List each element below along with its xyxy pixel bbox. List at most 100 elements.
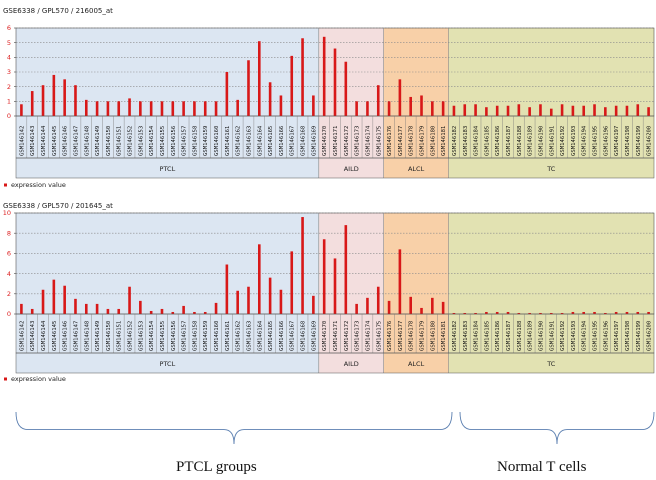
x-tick-label: GSM146180 bbox=[430, 126, 436, 156]
group-row bbox=[15, 352, 655, 374]
chart-1: GSE6338 / GPL570 / 216005_at 0 1 2 3 4 5 6 GSM14… bbox=[3, 7, 655, 189]
bar-GSM146179 bbox=[420, 307, 423, 314]
x-tick-label: GSM146176 bbox=[387, 126, 393, 156]
y-tick-label: 6 bbox=[7, 24, 11, 32]
x-tick-label: GSM146178 bbox=[409, 320, 415, 351]
x-tick-label: GSM146178 bbox=[409, 125, 415, 156]
bar-GSM146142 bbox=[20, 104, 23, 116]
bar-GSM146143 bbox=[30, 308, 34, 314]
x-tick-label: GSM146163 bbox=[246, 126, 252, 156]
x-tick-label: GSM146142 bbox=[19, 321, 25, 351]
x-tick-label: GSM146182 bbox=[452, 321, 458, 351]
bar-GSM146164 bbox=[258, 244, 261, 314]
x-tick-label: GSM146173 bbox=[355, 126, 361, 156]
bar-GSM146173 bbox=[355, 101, 358, 116]
x-tick-label: GSM146164 bbox=[257, 125, 263, 156]
bar-GSM146187 bbox=[506, 311, 510, 314]
x-tick-label: GSM146155 bbox=[160, 321, 166, 351]
x-tick-label: GSM146198 bbox=[625, 320, 631, 351]
x-tick-label: GSM146160 bbox=[214, 126, 220, 156]
bar-GSM146183 bbox=[463, 312, 467, 314]
bar-GSM146172 bbox=[344, 61, 348, 116]
x-tick-label: GSM146191 bbox=[549, 321, 555, 351]
chart-title: GSE6338 / GPL570 / 216005_at bbox=[3, 7, 113, 15]
x-tick-label: GSM146161 bbox=[225, 321, 231, 351]
x-tick-label: GSM146186 bbox=[495, 126, 501, 156]
x-tick-label: GSM146157 bbox=[182, 126, 188, 156]
x-tick-label: GSM146199 bbox=[636, 126, 642, 156]
y-tick-label: 3 bbox=[7, 68, 11, 76]
bar-GSM146156 bbox=[171, 311, 175, 314]
chart-2: GSE6338 / GPL570 / 201645_at 0 2 4 6 8 10 GSM14… bbox=[3, 202, 655, 383]
bar-GSM146198 bbox=[625, 105, 629, 116]
bar-GSM146195 bbox=[593, 311, 596, 314]
y-tick-label: 6 bbox=[7, 250, 11, 258]
x-tick-label: GSM146187 bbox=[506, 321, 512, 351]
x-tick-label: GSM146145 bbox=[52, 321, 58, 351]
bar-GSM146191 bbox=[549, 108, 553, 116]
bar-GSM146151 bbox=[117, 101, 121, 116]
bar-GSM146196 bbox=[604, 312, 607, 314]
x-tick-label: GSM146180 bbox=[430, 321, 436, 351]
bar-GSM146186 bbox=[495, 311, 499, 314]
bar-GSM146150 bbox=[106, 101, 110, 116]
y-tick-label: 5 bbox=[7, 39, 11, 47]
bar-GSM146186 bbox=[495, 105, 499, 116]
x-tick-label: GSM146166 bbox=[279, 126, 285, 156]
bar-GSM146177 bbox=[398, 249, 402, 314]
bar-GSM146182 bbox=[452, 312, 456, 314]
x-tick-label: GSM146184 bbox=[474, 125, 480, 156]
x-tick-label: GSM146169 bbox=[311, 321, 317, 351]
bar-GSM146181 bbox=[441, 101, 445, 116]
x-tick-label: GSM146168 bbox=[301, 125, 307, 156]
bar-GSM146189 bbox=[528, 312, 531, 314]
bar-GSM146158 bbox=[193, 311, 196, 314]
bar-GSM146159 bbox=[203, 101, 207, 116]
x-tick-label: GSM146152 bbox=[128, 321, 134, 351]
bar-GSM146143 bbox=[30, 91, 34, 116]
x-tick-label: GSM146190 bbox=[538, 321, 544, 351]
x-tick-label: GSM146156 bbox=[171, 321, 177, 351]
group-label-aild: AILD bbox=[344, 360, 359, 368]
group-row bbox=[15, 157, 655, 179]
bar-GSM146196 bbox=[604, 107, 607, 116]
bar-GSM146169 bbox=[312, 295, 315, 314]
bar-GSM146160 bbox=[214, 101, 218, 116]
bar-GSM146161 bbox=[225, 72, 229, 116]
legend-swatch bbox=[4, 377, 7, 381]
bar-GSM146182 bbox=[452, 105, 456, 116]
x-tick-label: GSM146151 bbox=[117, 321, 123, 351]
x-tick-label: GSM146185 bbox=[484, 126, 490, 156]
bar-GSM146165 bbox=[268, 277, 272, 314]
normal-t-cells-label: Normal T cells bbox=[497, 459, 587, 475]
x-tick-label: GSM146194 bbox=[582, 125, 588, 156]
x-tick-label: GSM146182 bbox=[452, 126, 458, 156]
x-tick-label: GSM146152 bbox=[128, 126, 134, 156]
bar-GSM146159 bbox=[203, 311, 207, 314]
bar-GSM146193 bbox=[571, 311, 575, 314]
bar-GSM146147 bbox=[74, 85, 77, 116]
x-tick-label: GSM146166 bbox=[279, 321, 285, 351]
bar-GSM146154 bbox=[149, 101, 153, 116]
bar-GSM146162 bbox=[236, 99, 239, 116]
group-label-alcl: ALCL bbox=[408, 165, 425, 173]
x-tick-label: GSM146185 bbox=[484, 321, 490, 351]
x-tick-label: GSM146153 bbox=[138, 126, 144, 156]
x-tick-label: GSM146163 bbox=[246, 321, 252, 351]
bar-GSM146191 bbox=[549, 312, 553, 314]
bar-GSM146169 bbox=[312, 95, 315, 116]
x-tick-label: GSM146159 bbox=[203, 321, 209, 351]
bar-GSM146152 bbox=[128, 286, 131, 314]
x-tick-label: GSM146200 bbox=[647, 321, 653, 351]
bar-GSM146160 bbox=[214, 302, 218, 314]
x-tick-label: GSM146155 bbox=[160, 126, 166, 156]
bar-GSM146146 bbox=[63, 285, 66, 314]
bar-GSM146155 bbox=[160, 101, 164, 116]
group-label-alcl: ALCL bbox=[408, 360, 425, 368]
bar-GSM146190 bbox=[539, 104, 542, 116]
bar-GSM146183 bbox=[463, 104, 467, 116]
bar-GSM146194 bbox=[582, 105, 586, 116]
bar-GSM146168 bbox=[301, 38, 304, 117]
y-tick-label: 2 bbox=[7, 83, 11, 91]
